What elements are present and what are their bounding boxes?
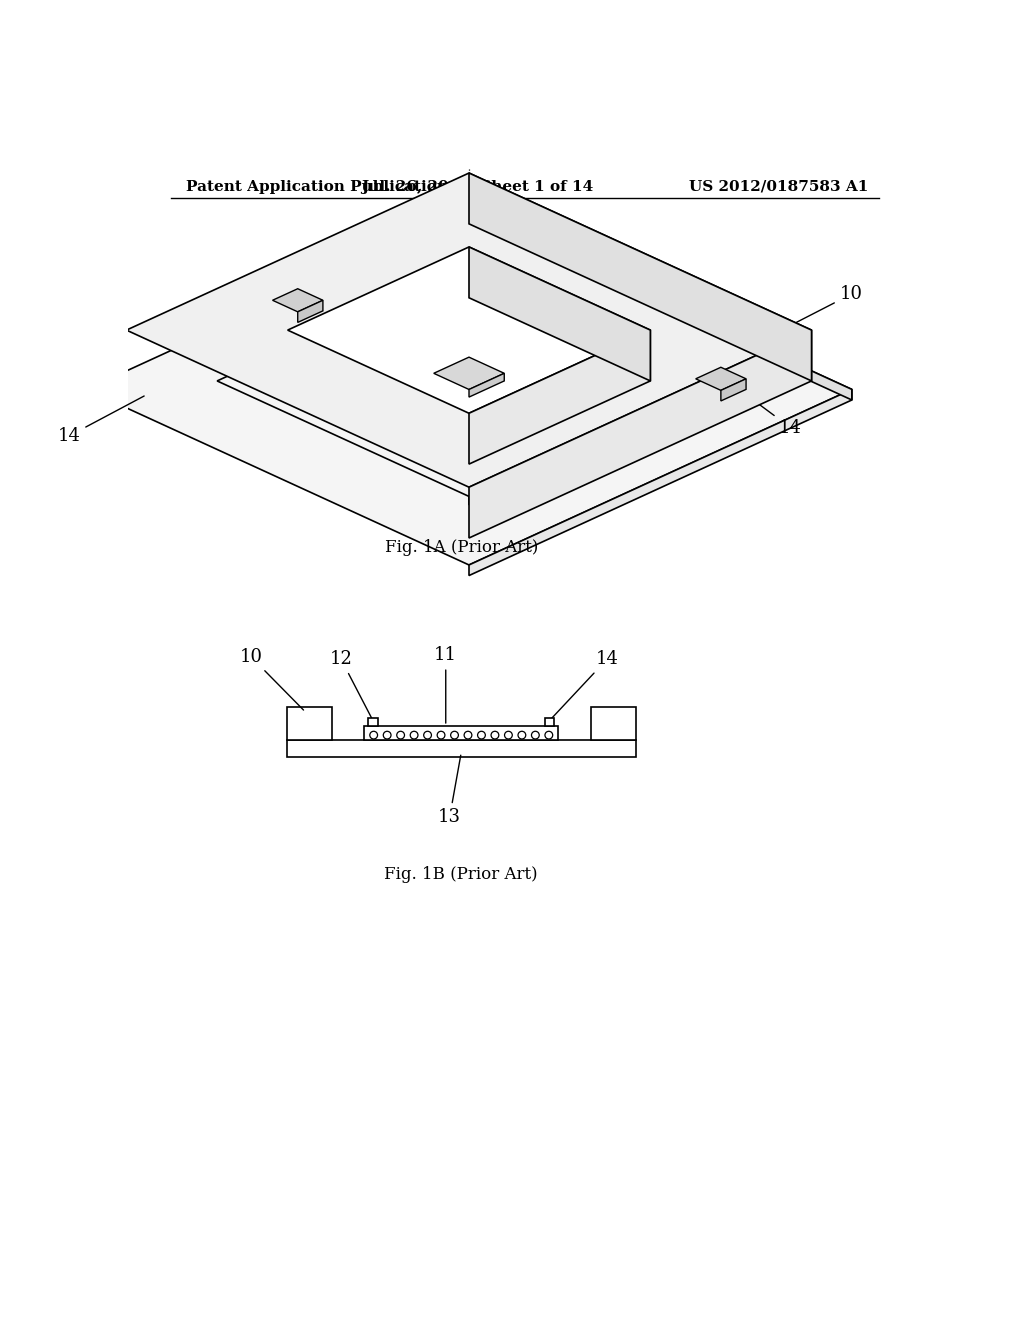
Polygon shape (469, 173, 812, 381)
Polygon shape (126, 173, 812, 487)
Text: 14: 14 (552, 651, 618, 718)
Polygon shape (288, 247, 650, 413)
Polygon shape (469, 265, 721, 389)
Text: 13: 13 (471, 244, 535, 300)
Polygon shape (86, 214, 852, 565)
Text: 13: 13 (438, 755, 461, 826)
Text: 12: 12 (294, 306, 316, 381)
Polygon shape (469, 247, 650, 381)
Bar (591, 708, 636, 739)
Bar (369, 718, 378, 726)
Polygon shape (721, 379, 746, 401)
Text: 10: 10 (240, 648, 303, 710)
Polygon shape (217, 265, 721, 496)
Polygon shape (434, 358, 504, 389)
Polygon shape (469, 330, 650, 465)
Polygon shape (469, 381, 721, 506)
Text: Jul. 26, 2012  Sheet 1 of 14: Jul. 26, 2012 Sheet 1 of 14 (360, 180, 593, 194)
Bar (287, 708, 332, 739)
Polygon shape (469, 389, 852, 576)
Text: 11: 11 (530, 257, 556, 342)
Text: 11: 11 (434, 647, 458, 723)
Text: Fig. 1A (Prior Art): Fig. 1A (Prior Art) (385, 539, 538, 556)
Polygon shape (298, 300, 323, 322)
Text: 14: 14 (57, 396, 144, 445)
Polygon shape (695, 367, 746, 391)
Text: 12: 12 (330, 651, 372, 718)
Text: Patent Application Publication: Patent Application Publication (186, 180, 449, 194)
Polygon shape (272, 289, 323, 312)
Polygon shape (469, 214, 852, 400)
Text: 14: 14 (727, 380, 802, 437)
Polygon shape (469, 330, 812, 539)
Bar (287, 739, 636, 756)
Text: US 2012/0187583 A1: US 2012/0187583 A1 (689, 180, 868, 194)
Bar (545, 718, 554, 726)
Polygon shape (469, 374, 504, 397)
Text: 10: 10 (783, 285, 862, 329)
Text: Fig. 1B (Prior Art): Fig. 1B (Prior Art) (384, 866, 538, 883)
Bar (365, 726, 558, 739)
